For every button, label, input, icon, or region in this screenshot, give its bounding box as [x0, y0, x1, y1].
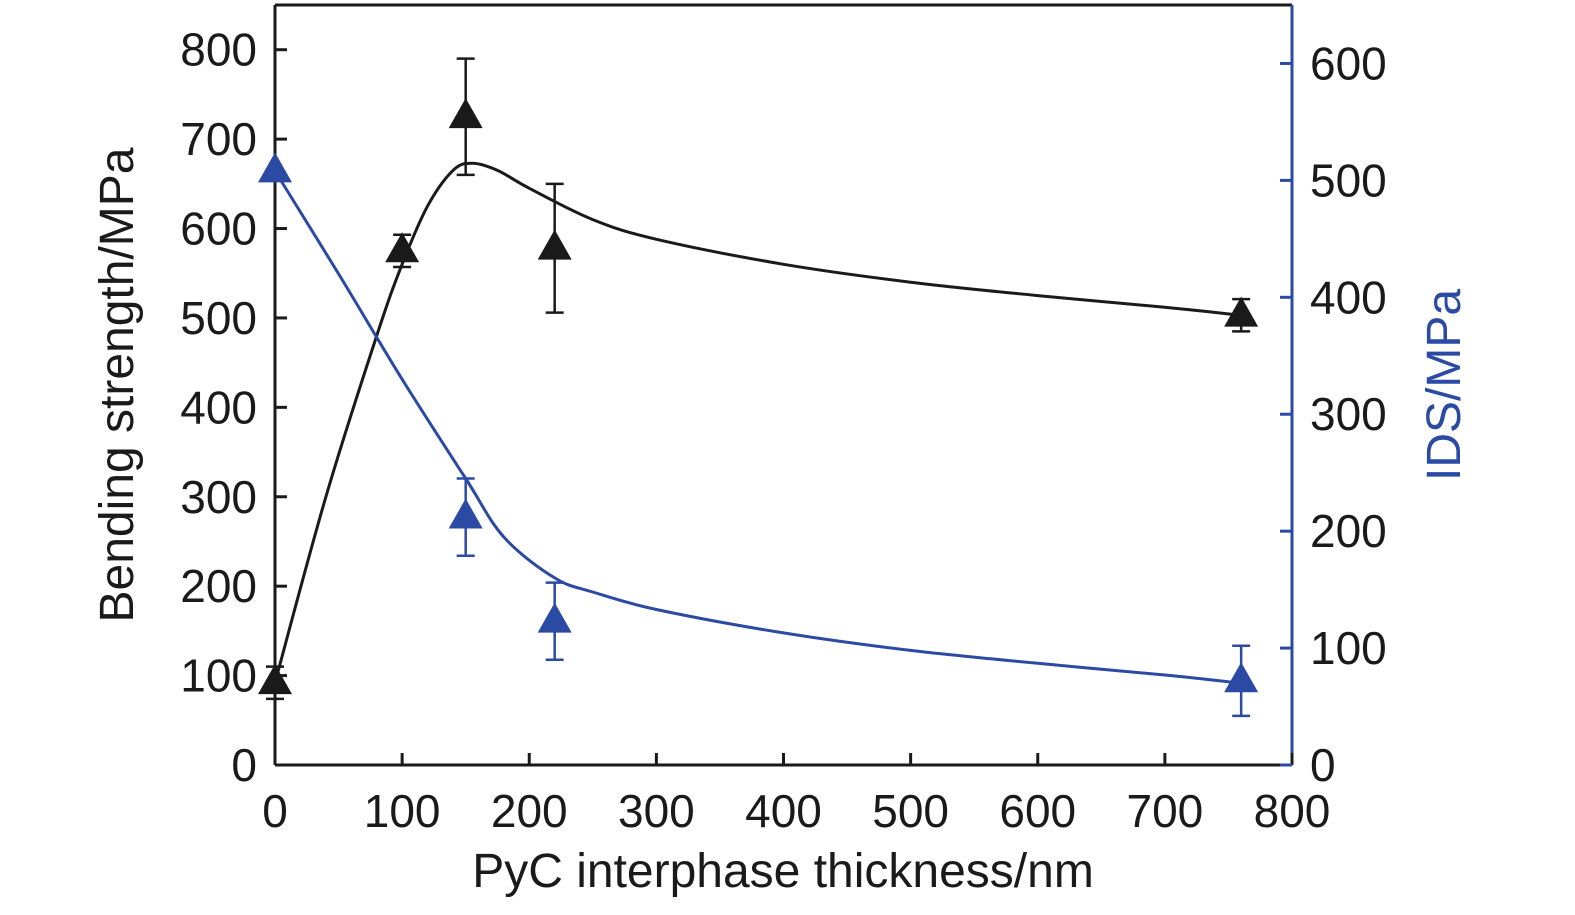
bending-data-point	[537, 229, 572, 260]
y-left-tick-label: 800	[180, 24, 257, 76]
x-tick-label: 300	[618, 785, 695, 837]
y-left-tick-label: 600	[180, 203, 257, 255]
y-left-axis-title: Bending strength/MPa	[91, 147, 144, 622]
x-tick-label: 700	[1127, 785, 1204, 837]
x-tick-label: 200	[491, 785, 568, 837]
y-right-tick-label: 200	[1310, 505, 1387, 557]
x-tick-label: 500	[872, 785, 949, 837]
y-right-tick-label: 600	[1310, 37, 1387, 89]
y-left-tick-label: 300	[180, 471, 257, 523]
bending-data-point	[1224, 296, 1259, 327]
ids-data-point	[448, 498, 483, 529]
x-tick-label: 100	[364, 785, 441, 837]
x-tick-label: 400	[745, 785, 822, 837]
bending-fit-curve	[273, 161, 1242, 684]
y-right-axis-ticks: 0 100 200 300 400 500 600	[1280, 37, 1387, 791]
fit-curves	[273, 161, 1242, 685]
y-right-tick-label: 400	[1310, 271, 1387, 323]
y-left-tick-label: 0	[231, 739, 257, 791]
x-axis-title: PyC interphase thickness/nm	[472, 845, 1094, 898]
x-tick-label: 0	[262, 785, 288, 837]
bending-data-point	[448, 98, 483, 129]
ids-fit-curve	[273, 170, 1242, 685]
error-bars	[266, 57, 1251, 718]
data-markers	[258, 98, 1259, 695]
x-tick-label: 600	[999, 785, 1076, 837]
y-left-tick-label: 200	[180, 560, 257, 612]
y-right-tick-label: 300	[1310, 388, 1387, 440]
y-left-tick-label: 500	[180, 292, 257, 344]
x-axis-ticks: 0 100 200 300 400 500 600 700 800	[262, 753, 1330, 837]
ids-data-point	[537, 602, 572, 633]
y-left-axis-ticks: 0 100 200 300 400 500 600 700 800	[180, 24, 287, 791]
y-right-tick-label: 100	[1310, 622, 1387, 674]
y-left-tick-label: 100	[180, 650, 257, 702]
bending-data-point	[258, 664, 292, 695]
y-right-tick-label: 500	[1310, 154, 1387, 206]
plot-frame	[273, 3, 1294, 767]
y-right-tick-label: 0	[1310, 739, 1336, 791]
y-left-tick-label: 400	[180, 381, 257, 433]
y-right-axis-title: IDS/MPa	[1418, 289, 1471, 481]
y-left-tick-label: 700	[180, 113, 257, 165]
x-tick-label: 800	[1254, 785, 1331, 837]
ids-data-point	[258, 152, 292, 183]
bending-data-point	[385, 232, 420, 263]
ids-data-point	[1224, 662, 1259, 693]
